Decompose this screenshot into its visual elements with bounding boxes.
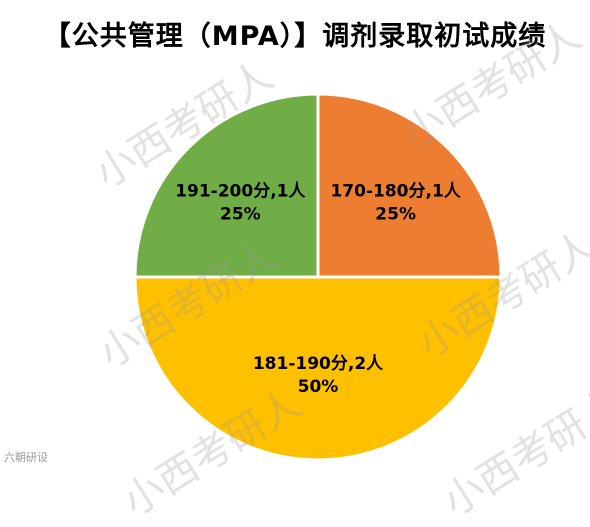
pie-slice	[133, 92, 320, 279]
pie-slice	[133, 275, 503, 462]
slice-percent-label: 50%	[298, 377, 339, 397]
slice-percent-label: 25%	[375, 204, 416, 224]
pie-chart: 170-180分,1人 25% 181-190分,2人 50% 191-200分,1人 2…	[133, 92, 503, 462]
slice-category-label: 170-180分,1人	[330, 181, 461, 201]
pie-slice	[316, 92, 503, 279]
slice-category-label: 191-200分,1人	[175, 181, 306, 201]
slice-percent-label: 25%	[220, 204, 261, 224]
source-mark: 六朝研设	[4, 451, 48, 464]
chart-title: 【公共管理（MPA）】调剂录取初试成绩	[43, 21, 547, 52]
slice-category-label: 181-190分,2人	[253, 354, 384, 374]
